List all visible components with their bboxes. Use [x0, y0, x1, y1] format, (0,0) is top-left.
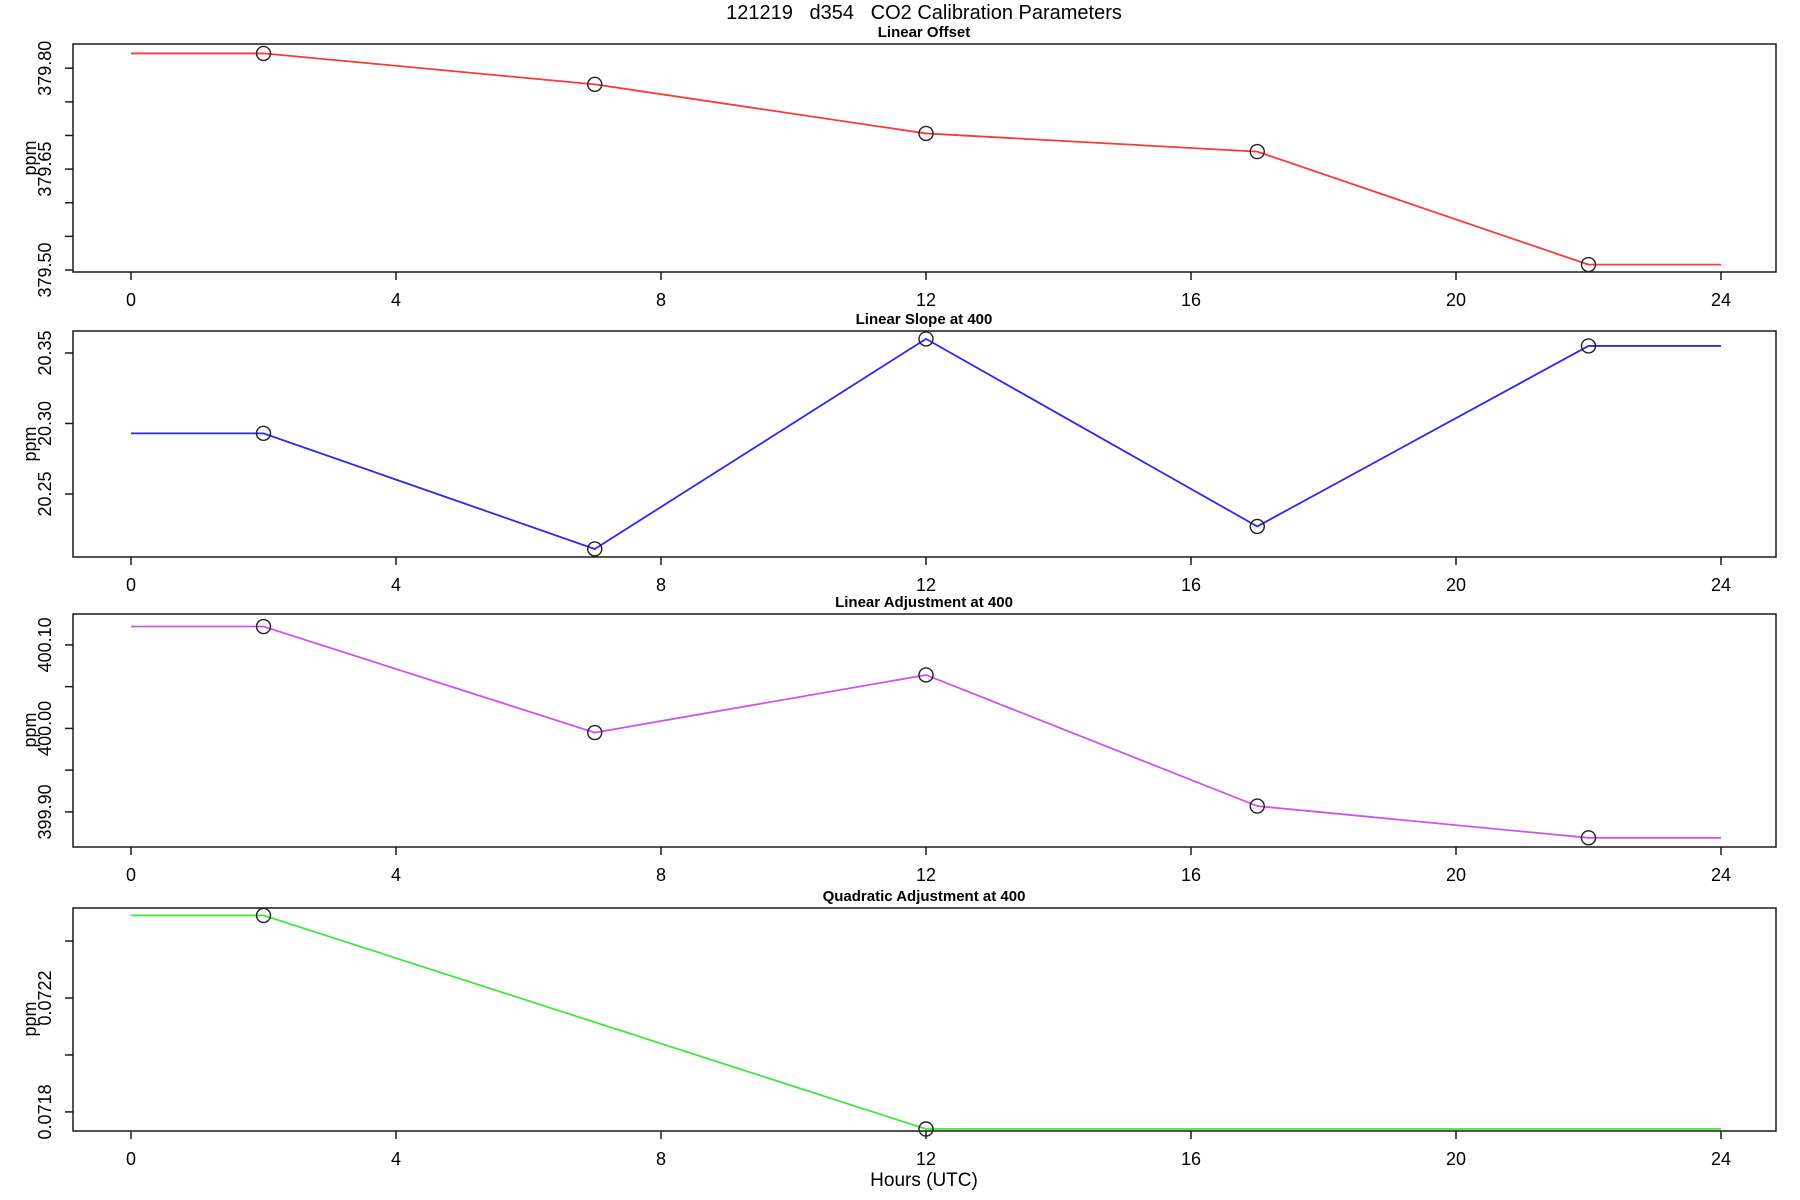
- panel-title-linear-offset: Linear Offset: [877, 24, 971, 41]
- x-tick-label: 0: [126, 865, 136, 885]
- series-line: [131, 337, 1721, 550]
- y-tick-label: 400.10: [35, 617, 55, 672]
- figure-title: 121219 d354 CO2 Calibration Parameters: [726, 2, 1122, 24]
- data-point-marker: [255, 618, 272, 635]
- x-tick-label: 0: [126, 575, 136, 595]
- panel-title-linear-slope: Linear Slope at 400: [855, 311, 993, 328]
- x-tick-label: 0: [126, 1149, 136, 1169]
- x-tick-label: 0: [126, 290, 136, 310]
- series-line: [131, 52, 1721, 266]
- x-tick-label: 12: [916, 1149, 936, 1169]
- x-tick-label: 16: [1181, 865, 1201, 885]
- data-point-marker: [255, 45, 272, 62]
- y-tick-label: 20.35: [35, 330, 55, 375]
- data-point-marker: [918, 125, 934, 142]
- x-tick-label: 16: [1181, 290, 1201, 310]
- panel-frame: [72, 330, 1777, 558]
- series-line: [131, 914, 1721, 1130]
- data-point-marker: [587, 724, 603, 741]
- data-point-marker: [1580, 830, 1597, 846]
- y-tick-label: 379.50: [35, 242, 55, 297]
- x-tick-label: 24: [1711, 290, 1731, 310]
- x-tick-label: 20: [1446, 865, 1466, 885]
- x-tick-label: 8: [656, 290, 666, 310]
- data-point-marker: [255, 907, 272, 924]
- data-point-marker: [1580, 256, 1597, 273]
- y-tick-label: 0.0722: [35, 970, 55, 1025]
- data-point-marker: [1580, 338, 1597, 354]
- panel-frame: [72, 43, 1777, 273]
- x-tick-label: 12: [916, 865, 936, 885]
- data-point-marker: [1249, 798, 1265, 814]
- x-tick-label: 20: [1446, 1149, 1466, 1169]
- y-tick-label: 399.90: [35, 784, 55, 839]
- x-tick-label: 4: [391, 1149, 401, 1169]
- data-point-marker: [1249, 518, 1265, 535]
- x-tick-label: 4: [391, 865, 401, 885]
- y-tick-label: 400.00: [35, 701, 55, 756]
- y-tick-label: 0.0718: [35, 1084, 55, 1139]
- x-tick-label: 24: [1711, 1149, 1731, 1169]
- panel-title-quadratic-adjustment: Quadratic Adjustment at 400: [822, 888, 1026, 905]
- series-line: [131, 625, 1721, 839]
- data-point-marker: [918, 331, 934, 347]
- x-tick-label: 8: [656, 575, 666, 595]
- x-tick-label: 20: [1446, 575, 1466, 595]
- data-point-marker: [1249, 143, 1265, 160]
- data-point-marker: [587, 541, 603, 557]
- x-axis-label: Hours (UTC): [870, 1170, 978, 1191]
- panel-frame: [72, 613, 1777, 848]
- panel-frame: [72, 907, 1777, 1132]
- x-tick-label: 24: [1711, 575, 1731, 595]
- data-point-marker: [918, 1121, 934, 1137]
- x-tick-label: 12: [916, 575, 936, 595]
- x-tick-label: 8: [656, 1149, 666, 1169]
- x-tick-label: 16: [1181, 1149, 1201, 1169]
- x-tick-label: 20: [1446, 290, 1466, 310]
- x-tick-label: 4: [391, 290, 401, 310]
- data-point-marker: [918, 667, 934, 683]
- x-tick-label: 12: [916, 290, 936, 310]
- x-tick-label: 4: [391, 575, 401, 595]
- x-tick-label: 24: [1711, 865, 1731, 885]
- panel-title-linear-adjustment: Linear Adjustment at 400: [835, 594, 1013, 611]
- x-tick-label: 16: [1181, 575, 1201, 595]
- x-tick-label: 8: [656, 865, 666, 885]
- data-point-marker: [255, 425, 272, 442]
- y-tick-label: 20.30: [35, 401, 55, 446]
- y-tick-label: 379.65: [35, 142, 55, 197]
- y-tick-label: 20.25: [35, 471, 55, 516]
- y-tick-label: 379.80: [35, 41, 55, 96]
- data-point-marker: [587, 76, 603, 93]
